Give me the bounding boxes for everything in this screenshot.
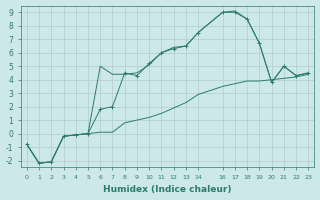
X-axis label: Humidex (Indice chaleur): Humidex (Indice chaleur) (103, 185, 232, 194)
